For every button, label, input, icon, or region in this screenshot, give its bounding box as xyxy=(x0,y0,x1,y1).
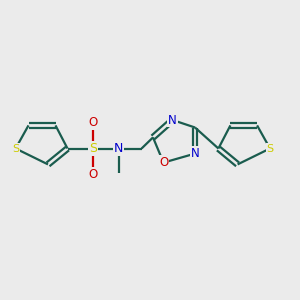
Text: N: N xyxy=(168,113,177,127)
Text: S: S xyxy=(12,143,19,154)
Text: O: O xyxy=(88,167,98,181)
Text: S: S xyxy=(89,142,97,155)
Text: O: O xyxy=(159,156,168,169)
Text: N: N xyxy=(114,142,123,155)
Text: O: O xyxy=(88,116,98,130)
Text: S: S xyxy=(266,143,274,154)
Text: N: N xyxy=(190,147,200,160)
